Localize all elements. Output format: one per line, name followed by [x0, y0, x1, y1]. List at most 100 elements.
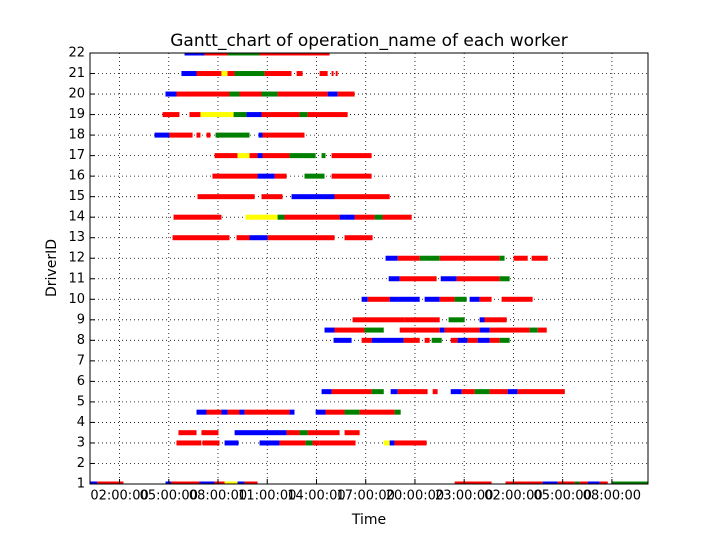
x-axis-label: Time [351, 512, 386, 528]
gantt-segment [233, 112, 247, 118]
gantt-segment [325, 409, 345, 415]
y-tick-label: 21 [68, 66, 85, 81]
gantt-segment [262, 132, 305, 138]
gantt-segment [262, 153, 290, 159]
gantt-segment [579, 481, 588, 484]
gantt-segment [394, 409, 401, 415]
gantt-segment [327, 91, 338, 97]
gantt-segment [274, 173, 287, 179]
gantt-segment [479, 296, 492, 302]
gantt-segment [307, 430, 340, 436]
gantt-segment [239, 409, 245, 415]
gantt-segment [334, 327, 365, 333]
gantt-segment [587, 481, 600, 484]
gantt-segment [221, 409, 228, 415]
gantt-segment [279, 440, 306, 446]
gantt-segment [214, 481, 225, 484]
gantt-segment [389, 440, 395, 446]
chart-title: Gantt_chart of operation_name of each wo… [170, 31, 568, 51]
gantt-segment [474, 389, 490, 395]
gantt-segment [197, 194, 255, 200]
gantt-segment [361, 337, 372, 343]
gantt-segment [239, 91, 262, 97]
gantt-segment [200, 112, 234, 118]
gantt-segment [331, 389, 372, 395]
gantt-segment [227, 409, 240, 415]
gantt-segment [173, 214, 222, 220]
gantt-segment [354, 214, 375, 220]
gantt-segment [337, 91, 355, 97]
x-tick-label: 08:00:00 [583, 489, 641, 504]
gantt-segment [257, 173, 275, 179]
gantt-segment [90, 481, 98, 484]
gantt-segment [249, 235, 268, 241]
x-tick-label: 20:00:00 [386, 489, 444, 504]
y-tick-label: 16 [68, 169, 85, 184]
gantt-segment [339, 214, 355, 220]
gantt-segment [249, 153, 258, 159]
gantt-segment [257, 153, 263, 159]
gantt-segment [176, 91, 230, 97]
gantt-segment [344, 409, 360, 415]
gantt-segment [385, 255, 398, 261]
gantt-segment [237, 153, 250, 159]
gantt-segment [314, 112, 348, 118]
y-tick-label: 9 [77, 312, 85, 327]
y-tick-label: 13 [68, 230, 85, 245]
gantt-segment [397, 255, 420, 261]
gantt-segment [432, 389, 438, 395]
gantt-segment [196, 71, 222, 77]
gantt-segment [352, 317, 405, 323]
gantt-segment [399, 276, 437, 282]
gantt-segment [331, 153, 372, 159]
gantt-segment [224, 481, 238, 484]
x-tick-label: 05:00:00 [533, 489, 591, 504]
x-tick-label: 05:00:00 [140, 489, 198, 504]
gantt-segment [224, 440, 239, 446]
gantt-segment [531, 255, 548, 261]
gantt-segment [513, 255, 528, 261]
gantt-segment [542, 481, 558, 484]
y-tick-label: 4 [77, 415, 85, 430]
gantt-segment [335, 71, 338, 77]
gantt-segment [184, 53, 205, 56]
y-axis-label: DriverID [44, 239, 60, 297]
gantt-segment [359, 409, 395, 415]
y-tick-label: 11 [68, 271, 85, 286]
gantt-segment [321, 389, 332, 395]
y-tick-label: 17 [68, 148, 85, 163]
gantt-segment [258, 132, 263, 138]
gantt-segment [245, 214, 278, 220]
gantt-segment [501, 296, 533, 302]
gantt-segment [489, 327, 530, 333]
gantt-segment [307, 112, 315, 118]
gantt-segment [431, 337, 442, 343]
gantt-segment [469, 296, 480, 302]
gantt-segment [199, 481, 215, 484]
gantt-segment [229, 91, 240, 97]
gantt-segment [227, 71, 235, 77]
y-tick-label: 1 [77, 477, 85, 492]
gantt-segment [364, 327, 384, 333]
gantt-segment [172, 235, 230, 241]
gantt-segment [299, 430, 308, 436]
gantt-segment [331, 71, 334, 77]
gantt-segment [261, 194, 283, 200]
gantt-segment [371, 389, 384, 395]
gantt-segment [440, 276, 457, 282]
gantt-segment [264, 71, 292, 77]
gantt-segment [178, 430, 197, 436]
gantt-segment [374, 214, 383, 220]
gantt-segment [361, 296, 368, 302]
gantt-segment [439, 255, 500, 261]
gantt-segment [304, 173, 325, 179]
gantt-segment [499, 255, 505, 261]
gantt-segment [439, 296, 455, 302]
gantt-segment [382, 214, 412, 220]
gantt-segment [171, 481, 200, 484]
gantt-segment [324, 327, 335, 333]
gantt-segment [237, 481, 245, 484]
gantt-segment [244, 409, 290, 415]
gantt-segment [202, 440, 220, 446]
